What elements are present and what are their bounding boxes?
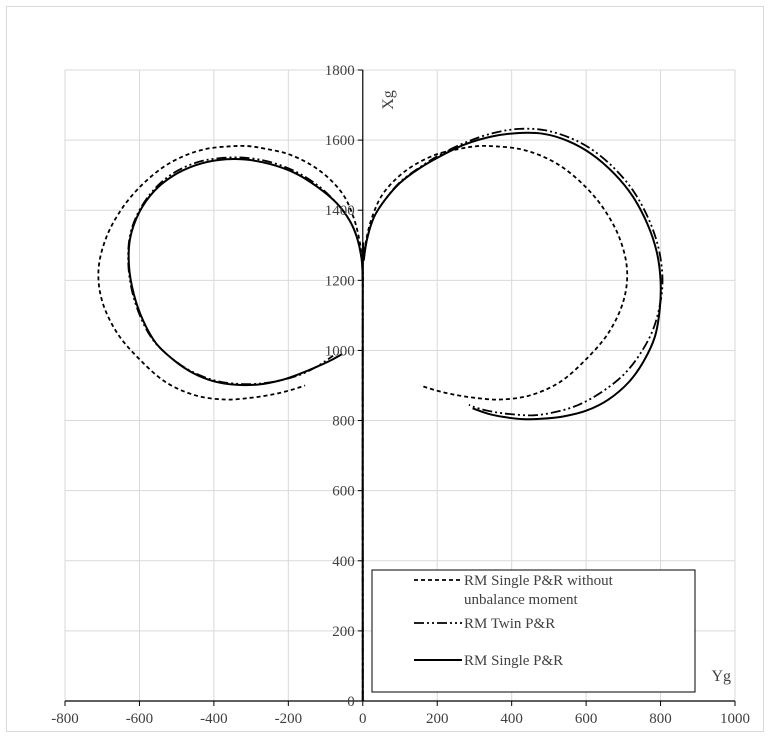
y-tick-label: 1400 — [325, 203, 355, 219]
x-tick-label: 0 — [359, 711, 367, 727]
axis-layer — [64, 69, 736, 706]
y-tick-label: 0 — [347, 694, 355, 710]
x-tick-label: 1000 — [720, 711, 750, 727]
y-tick-label: 600 — [332, 484, 355, 500]
x-tick-label: 800 — [649, 711, 672, 727]
series-line-branch — [361, 131, 662, 702]
x-tick-label: -800 — [51, 711, 79, 727]
x-tick-label: 200 — [426, 711, 449, 727]
x-axis-title: Yg — [711, 668, 731, 685]
x-tick-label: -600 — [126, 711, 154, 727]
y-tick-label: 1200 — [325, 273, 355, 289]
series-layer — [97, 127, 664, 702]
y-tick-label: 200 — [332, 624, 355, 640]
x-tick-label: -400 — [200, 711, 228, 727]
x-tick-label: 400 — [500, 711, 523, 727]
legend-label: RM Single P&R — [464, 653, 563, 669]
y-tick-label: 1600 — [325, 133, 355, 149]
series-line-branch — [127, 158, 364, 387]
label-layer: -800 -600 -400 -200 0 200 400 600 800 1000 0 200 400… — [51, 63, 750, 727]
legend-box — [371, 569, 696, 693]
chart-legend: RM Single P&R without unbalance moment RM … — [371, 569, 696, 693]
y-axis-title: Xg — [380, 90, 397, 110]
x-tick-label: 600 — [575, 711, 598, 727]
legend-label: RM Twin P&R — [464, 616, 555, 632]
legend-label: RM Single P&R without unbalance moment — [464, 573, 614, 608]
x-tick-label: -200 — [275, 711, 303, 727]
y-tick-label: 400 — [332, 554, 355, 570]
series-2 — [127, 131, 662, 702]
y-tick-label: 800 — [332, 414, 355, 430]
y-tick-label: 1800 — [325, 63, 355, 79]
y-tick-label: 1000 — [325, 343, 355, 359]
series-line-branch — [97, 144, 364, 401]
